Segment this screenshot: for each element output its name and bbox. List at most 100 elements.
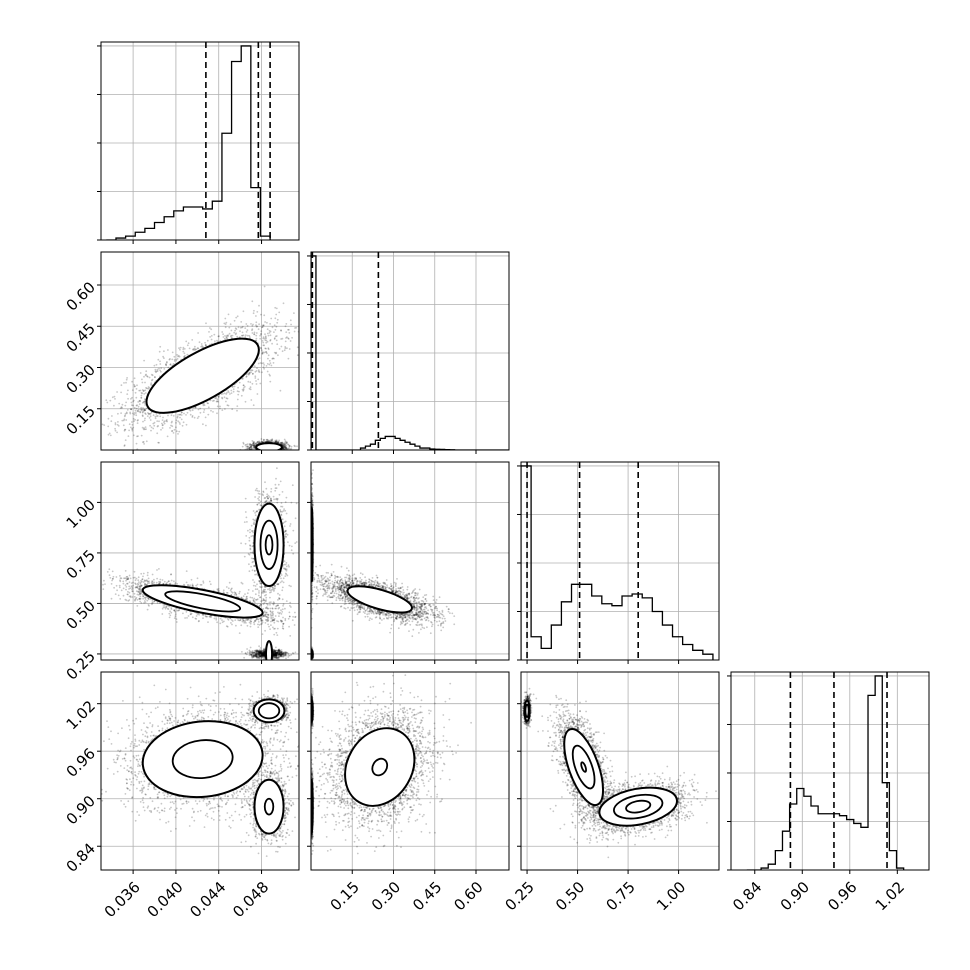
scatter-point [132,400,135,403]
scatter-point [168,605,171,608]
scatter-point [264,613,267,616]
scatter-point [263,440,266,443]
scatter-point [277,354,279,357]
scatter-point [257,378,260,381]
scatter-point [271,342,273,345]
scatter-point [175,426,177,429]
scatter-point [278,451,280,453]
scatter-point [252,599,255,601]
scatter-point [165,364,168,367]
scatter-point [156,368,159,371]
scatter-point [159,360,161,363]
scatter-point [160,367,163,370]
scatter-point [170,421,173,424]
scatter-point [146,415,149,417]
scatter-point [259,452,261,454]
scatter-point [276,451,278,453]
scatter-point [246,325,249,327]
scatter-point [285,446,288,449]
scatter-point [139,590,142,593]
scatter-point [134,582,137,585]
scatter-point [242,390,245,392]
scatter-point [264,333,266,336]
scatter-point [260,347,262,350]
scatter-point [179,413,181,416]
scatter-point [248,387,251,390]
scatter-point [265,455,267,457]
scatter-point [188,408,191,411]
scatter-point [143,393,146,395]
scatter-point [159,363,162,365]
scatter-point [144,598,147,600]
scatter-point [268,363,271,366]
scatter-point [271,451,273,453]
scatter-point [231,408,234,411]
scatter-point [245,331,248,333]
scatter-point [280,345,283,348]
scatter-point [241,331,244,334]
panel-frame [100,251,300,451]
scatter-point [207,413,210,416]
scatter-point [271,451,273,453]
scatter-point [123,429,126,432]
scatter-point [204,416,207,419]
scatter-point [227,334,230,337]
scatter-point [248,372,251,375]
scatter-point [265,341,268,344]
scatter-point [269,339,272,342]
scatter-point [140,590,143,593]
scatter-point [132,412,134,415]
scatter-point [150,383,152,386]
y-tick-label: 0.60 [63,278,99,314]
scatter-point [185,340,188,343]
scatter-point [181,411,183,414]
scatter-point [277,451,279,453]
scatter-point [142,441,144,444]
scatter-point [273,451,275,453]
scatter-point [146,387,148,390]
scatter-point [267,452,269,454]
scatter-points-2-0 [101,467,299,660]
scatter-point [124,439,127,441]
scatter-point [123,445,126,447]
scatter-point [155,413,158,415]
scatter-point [265,451,267,453]
scatter-point [271,452,273,454]
scatter-point [224,317,227,320]
scatter-point [234,592,237,594]
scatter-point [161,419,164,421]
scatter-point [264,452,266,454]
scatter-point [150,382,153,385]
scatter-point [103,424,106,426]
scatter-point [288,445,291,448]
scatter-point [294,327,296,329]
scatter-point [122,419,125,422]
scatter-point [191,415,194,417]
scatter-point [271,439,273,442]
scatter-point [255,321,258,324]
scatter-point [101,423,104,426]
scatter-point [248,443,251,445]
scatter-point [275,307,278,310]
scatter-point [118,402,121,405]
scatter-point [262,438,265,441]
scatter-point [249,443,252,446]
scatter-point [236,315,239,318]
scatter-point [266,451,268,453]
scatter-point [254,375,257,378]
scatter-point [135,388,138,390]
scatter-point [252,444,255,447]
scatter-point [137,405,140,408]
scatter-point [259,441,262,444]
scatter-point [271,326,274,329]
scatter-point [199,407,202,410]
scatter-point [254,452,256,454]
scatter-point [272,619,275,622]
scatter-point [252,312,255,315]
scatter-point [288,445,291,447]
scatter-point [280,452,282,454]
scatter-point [131,428,134,430]
scatter-point [269,453,271,455]
scatter-point [282,448,285,450]
scatter-point [236,405,239,407]
